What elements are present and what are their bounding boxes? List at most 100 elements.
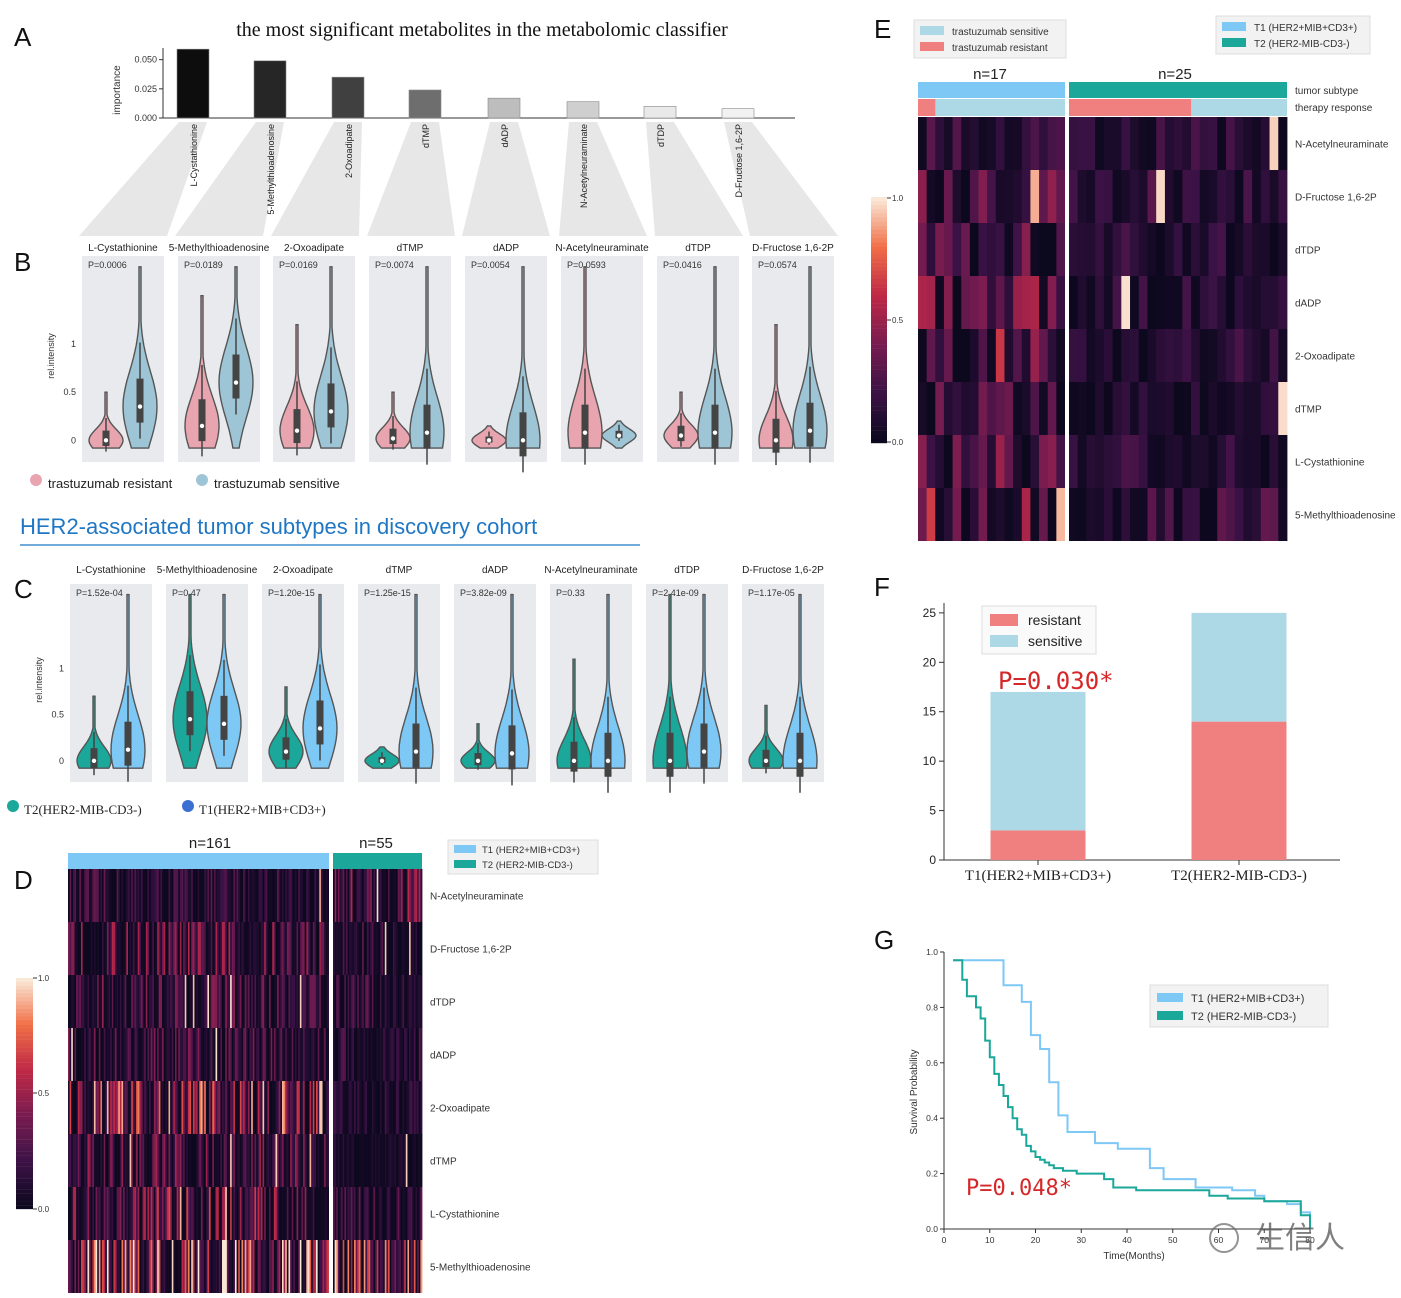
panel-d-cell — [115, 1028, 118, 1081]
panel-e-cell — [1112, 382, 1122, 435]
panel-d-cell — [139, 1134, 142, 1187]
panel-c-median-dot — [605, 758, 611, 763]
panel-d-cell — [397, 975, 400, 1028]
panel-e-cell — [1217, 382, 1227, 435]
panel-d-cell — [296, 869, 299, 922]
panel-e-cell — [1173, 488, 1183, 541]
panel-d-cell — [124, 922, 127, 975]
panel-d-cell — [341, 1028, 344, 1081]
panel-d-cell — [333, 922, 336, 975]
panel-d-cell — [259, 922, 262, 975]
panel-d-cell — [378, 1028, 381, 1081]
panel-d-cell — [264, 869, 267, 922]
panel-d-cell — [371, 1240, 374, 1293]
panel-d-cell — [157, 1240, 160, 1293]
panel-e-cell — [1013, 276, 1023, 329]
panel-e-cell — [1147, 329, 1157, 382]
panel-d-cell — [412, 1028, 415, 1081]
panel-e-cell — [1121, 117, 1131, 170]
panel-d-cell — [345, 869, 348, 922]
panel-d-cell — [371, 1028, 374, 1081]
panel-d-cell — [317, 869, 320, 922]
panel-d-cell — [103, 869, 106, 922]
panel-d-colorbar-step — [16, 1055, 33, 1059]
panel-d-cell — [277, 1081, 280, 1134]
panel-d-cell — [69, 1187, 72, 1240]
panel-d-cell — [192, 1240, 195, 1293]
panel-e-cell — [1077, 223, 1087, 276]
panel-d-cell — [354, 1028, 357, 1081]
panel-e-cell — [969, 488, 979, 541]
panel-d-cell — [68, 975, 71, 1028]
panel-e-legend-resistant: trastuzumab resistant — [952, 43, 1048, 54]
panel-d-cell — [254, 922, 257, 975]
panel-d-cell — [269, 1240, 272, 1293]
panel-e-colorbar-step — [871, 356, 887, 362]
panel-e-colorbar-step — [871, 320, 887, 325]
panel-d-cell — [160, 1134, 163, 1187]
panel-f-y-tick-label: 5 — [929, 804, 936, 818]
panel-d-cell — [209, 1240, 212, 1293]
panel-d-cell — [307, 1028, 310, 1081]
panel-d-cell — [136, 1187, 139, 1240]
panel-d-cell — [82, 922, 85, 975]
panel-d-cell — [420, 922, 423, 975]
panel-d-cell — [194, 975, 197, 1028]
panel-d-cell — [191, 1028, 194, 1081]
panel-e-cell — [969, 382, 979, 435]
panel-d-cell — [345, 1028, 348, 1081]
panel-d-cell — [363, 869, 366, 922]
panel-d-cell — [171, 1028, 174, 1081]
panel-e-cell — [1217, 329, 1227, 382]
panel-d-cell — [123, 1187, 126, 1240]
panel-e-legend-t1: T1 (HER2+MIB+CD3+) — [1254, 23, 1357, 34]
panel-d-cell — [400, 975, 403, 1028]
panel-e-cell — [1130, 329, 1140, 382]
panel-e-cell — [1013, 435, 1023, 488]
panel-d-cell — [205, 869, 208, 922]
panel-d-cell — [126, 975, 129, 1028]
panel-g-y-label: Survival Probability — [909, 1049, 920, 1134]
panel-d-cell — [119, 975, 122, 1028]
panel-d-cell — [140, 1240, 143, 1293]
panel-d-cell — [116, 1134, 119, 1187]
panel-d-cell — [337, 922, 340, 975]
panel-d-cell — [87, 869, 90, 922]
panel-d-cell — [74, 975, 77, 1028]
panel-d-cell — [152, 869, 155, 922]
panel-d-cell — [181, 869, 184, 922]
panel-d-cell — [388, 1187, 391, 1240]
panel-d-cell — [162, 1028, 165, 1081]
panel-e-cell — [1156, 117, 1166, 170]
panel-d-cell — [309, 1081, 312, 1134]
panel-c-violin-group2 — [782, 593, 818, 769]
panel-d-cell — [160, 1187, 163, 1240]
panel-d-cell — [270, 869, 273, 922]
panel-e-colorbar-step — [871, 389, 887, 394]
panel-d-cell — [129, 975, 132, 1028]
panel-e-cell — [961, 382, 971, 435]
panel-d-cell — [296, 975, 299, 1028]
panel-a-zoom-wedge — [367, 122, 455, 236]
panel-d-cell — [132, 1081, 135, 1134]
panel-a-zoom-wedge — [646, 122, 743, 236]
panel-d-cell — [174, 1240, 178, 1293]
panel-d-cell — [196, 1240, 199, 1293]
panel-d-cell — [204, 1028, 207, 1081]
panel-d-cell — [299, 869, 302, 922]
panel-d-cell — [77, 1134, 80, 1187]
panel-d-cell — [93, 1081, 96, 1134]
panel-d-cell — [357, 1081, 360, 1134]
panel-d-cell — [383, 1240, 386, 1293]
panel-e-cell — [1234, 223, 1244, 276]
panel-d-cell — [383, 1081, 386, 1134]
panel-e-cell — [1252, 276, 1262, 329]
panel-b-iqr-box — [136, 378, 144, 423]
panel-e-cell — [1030, 382, 1040, 435]
panel-e-cell — [1121, 170, 1131, 223]
panel-e-colorbar-step — [871, 430, 887, 435]
panel-d-cell — [368, 1240, 371, 1293]
panel-d-cell — [197, 1028, 200, 1081]
panel-d-cell — [85, 1028, 88, 1081]
panel-e-cell — [1056, 276, 1066, 329]
